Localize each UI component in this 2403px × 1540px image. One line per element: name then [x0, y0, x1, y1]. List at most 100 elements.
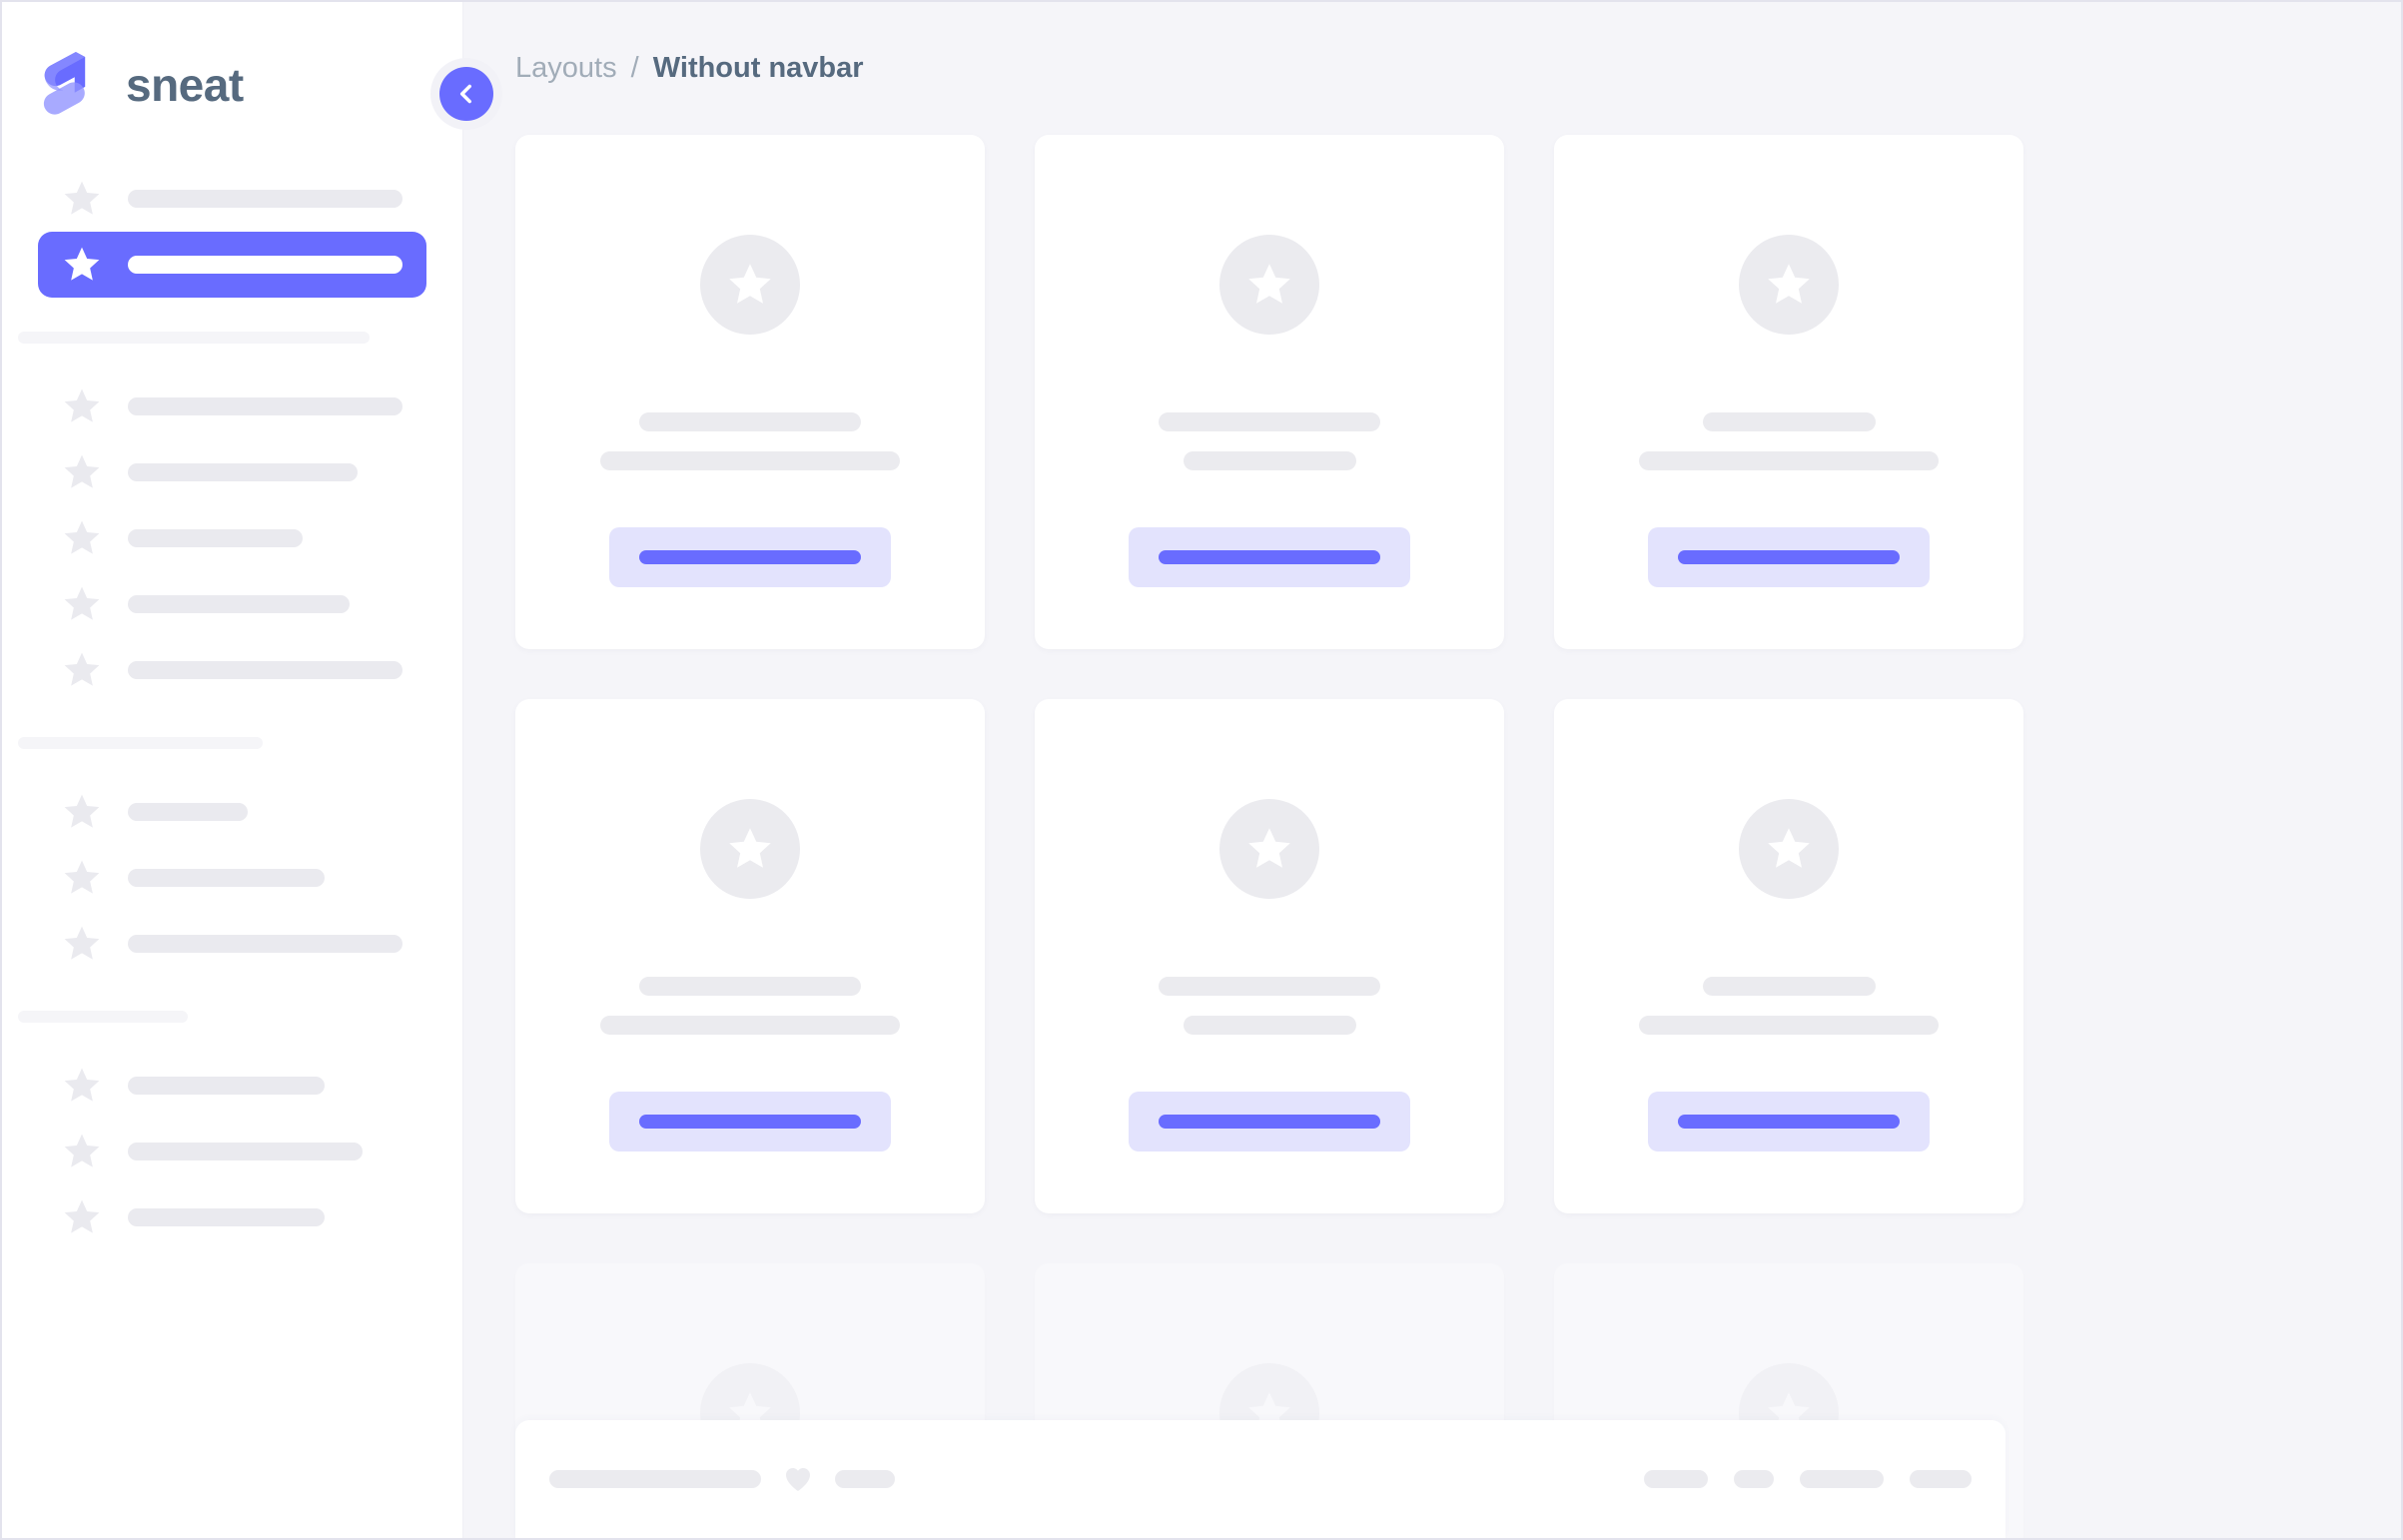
star-icon — [62, 518, 102, 558]
sidebar-item-label — [128, 869, 325, 887]
footer-left-item-2[interactable] — [835, 1470, 895, 1488]
sidebar-item-1-4[interactable] — [38, 637, 426, 703]
sidebar-section-1 — [2, 374, 462, 703]
star-icon — [62, 386, 102, 426]
card-action-button-label — [1159, 1115, 1380, 1129]
sidebar-item-label — [128, 935, 402, 953]
card-action-button[interactable] — [1129, 527, 1410, 587]
footer-right-group — [1644, 1470, 1972, 1488]
main-content: Layouts / Without navbar — [463, 2, 2401, 1538]
star-icon — [62, 584, 102, 624]
heart-icon — [783, 1464, 813, 1494]
star-icon — [62, 792, 102, 832]
card-action-button[interactable] — [609, 527, 891, 587]
avatar — [1219, 799, 1319, 899]
avatar — [1739, 235, 1839, 335]
sidebar-item-label — [128, 397, 402, 415]
brand-name: sneat — [126, 59, 244, 111]
brand[interactable]: sneat — [2, 2, 462, 126]
breadcrumb-separator: / — [630, 52, 639, 84]
sidebar-item-2-0[interactable] — [38, 779, 426, 845]
sidebar-nav — [2, 126, 462, 1250]
breadcrumb-parent[interactable]: Layouts — [515, 52, 617, 84]
sidebar-item-1-2[interactable] — [38, 505, 426, 571]
sneat-logo-icon — [42, 52, 104, 118]
star-icon — [726, 261, 774, 309]
footer-right-item-2[interactable] — [1800, 1470, 1884, 1488]
sidebar-item-2-1[interactable] — [38, 845, 426, 911]
footer — [515, 1420, 2005, 1538]
breadcrumb-current: Without navbar — [652, 52, 864, 84]
card — [515, 699, 985, 1213]
card-subtitle-placeholder — [1183, 451, 1356, 470]
card — [1554, 135, 2023, 649]
card-grid — [463, 83, 2401, 1538]
sidebar-item-label — [128, 1143, 363, 1160]
sidebar-item-1-1[interactable] — [38, 439, 426, 505]
card-title-placeholder — [639, 412, 861, 431]
page-scrollbar[interactable] — [2397, 2, 2401, 1538]
card-action-button-label — [1678, 550, 1900, 564]
breadcrumb: Layouts / Without navbar — [463, 2, 2401, 84]
sidebar-item-label — [128, 1208, 325, 1226]
star-icon — [726, 825, 774, 873]
card-subtitle-placeholder — [1639, 451, 1939, 470]
sidebar-item-label — [128, 190, 402, 208]
sidebar-section-divider — [18, 332, 370, 344]
star-icon — [62, 1132, 102, 1171]
sidebar-item-0-0[interactable] — [38, 166, 426, 232]
sidebar-section-0 — [2, 166, 462, 298]
sidebar-item-label — [128, 1077, 325, 1095]
card-action-button-label — [639, 1115, 861, 1129]
card-subtitle-placeholder — [1639, 1016, 1939, 1035]
footer-right-item-0[interactable] — [1644, 1470, 1708, 1488]
avatar — [700, 235, 800, 335]
star-icon — [62, 452, 102, 492]
card-title-placeholder — [1159, 412, 1380, 431]
sidebar-item-3-2[interactable] — [38, 1184, 426, 1250]
footer-right-item-3[interactable] — [1910, 1470, 1972, 1488]
star-icon — [62, 924, 102, 964]
card-subtitle-placeholder — [600, 1016, 900, 1035]
sidebar-item-2-2[interactable] — [38, 911, 426, 977]
sidebar-section-3 — [2, 1053, 462, 1250]
card-action-button[interactable] — [1129, 1092, 1410, 1152]
card-action-button[interactable] — [609, 1092, 891, 1152]
star-icon — [1245, 261, 1293, 309]
card-title-placeholder — [1159, 977, 1380, 996]
sidebar-item-label — [128, 256, 402, 274]
star-icon — [62, 179, 102, 219]
card-title-placeholder — [639, 977, 861, 996]
sidebar-top-spacer — [2, 126, 462, 166]
card-title-placeholder — [1702, 412, 1876, 431]
card-action-button[interactable] — [1648, 1092, 1930, 1152]
card-action-button-label — [639, 550, 861, 564]
star-icon — [1765, 261, 1813, 309]
card-subtitle-placeholder — [600, 451, 900, 470]
sidebar-item-0-1[interactable] — [38, 232, 426, 298]
card-action-button[interactable] — [1648, 527, 1930, 587]
footer-left-item-0[interactable] — [549, 1470, 761, 1488]
sidebar-item-1-0[interactable] — [38, 374, 426, 439]
sidebar: sneat — [2, 2, 502, 1538]
sidebar-section-2 — [2, 779, 462, 977]
avatar — [700, 799, 800, 899]
sidebar-item-label — [128, 529, 303, 547]
sidebar-item-label — [128, 803, 248, 821]
star-icon — [1765, 825, 1813, 873]
star-icon — [62, 650, 102, 690]
card — [515, 135, 985, 649]
footer-right-item-1[interactable] — [1734, 1470, 1774, 1488]
card-subtitle-placeholder — [1183, 1016, 1356, 1035]
footer-left-group — [549, 1464, 895, 1494]
sidebar-section-divider — [18, 737, 263, 749]
sidebar-item-3-1[interactable] — [38, 1119, 426, 1184]
avatar — [1219, 235, 1319, 335]
sidebar-item-1-3[interactable] — [38, 571, 426, 637]
sidebar-collapse-button[interactable] — [430, 58, 502, 130]
sidebar-item-3-0[interactable] — [38, 1053, 426, 1119]
sidebar-item-label — [128, 595, 350, 613]
star-icon — [62, 1066, 102, 1106]
card — [1035, 699, 1504, 1213]
